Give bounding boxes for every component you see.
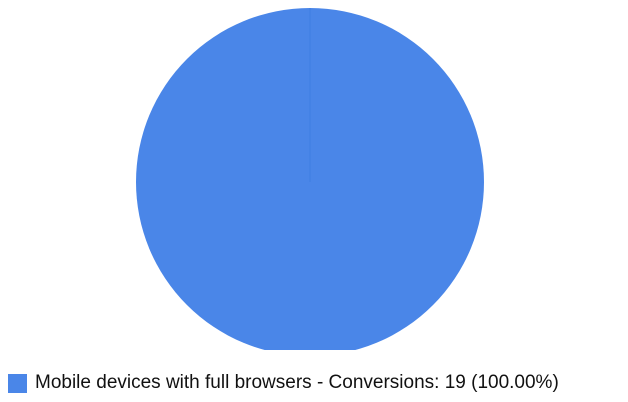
legend-swatch xyxy=(8,373,27,393)
legend-label: Mobile devices with full browsers - Conv… xyxy=(35,372,559,393)
chart-legend: Mobile devices with full browsers - Conv… xyxy=(8,372,559,394)
pie-chart-canvas xyxy=(136,8,484,350)
